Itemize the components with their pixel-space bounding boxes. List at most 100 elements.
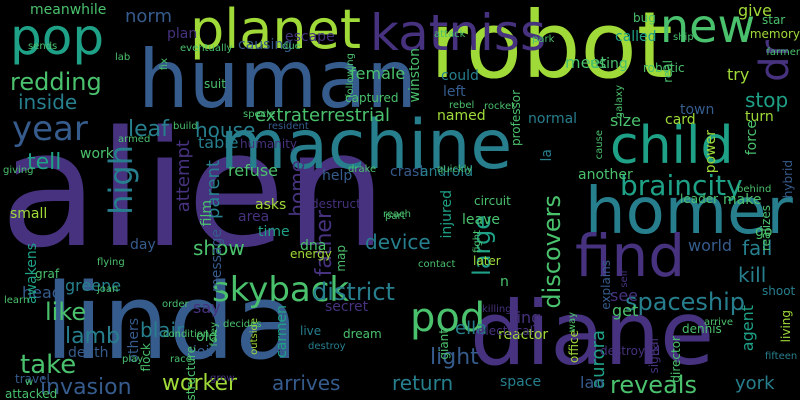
word-carmen: carmen — [274, 305, 290, 358]
word-show: show — [193, 236, 245, 260]
word-world: world — [688, 236, 733, 255]
word-force: force — [744, 120, 760, 156]
word-star: star — [762, 13, 786, 27]
word-say: say — [193, 298, 221, 317]
word-left: left — [443, 84, 466, 100]
word-part: part — [385, 211, 406, 222]
word-captured: captured — [345, 91, 399, 105]
word-try: try — [727, 65, 750, 84]
word-destroyed: destroyed — [600, 344, 661, 358]
word-escape: escape — [285, 29, 335, 45]
word-town: town — [680, 102, 715, 118]
word-behind: behind — [737, 184, 772, 195]
word-director: director — [669, 336, 683, 383]
word-robotic: robotic — [643, 61, 685, 75]
word-dna: dna — [300, 238, 327, 254]
word-structure: structure — [184, 345, 198, 400]
word-la: la — [539, 149, 555, 162]
word-pod: pod — [410, 295, 486, 341]
word-bug: bug — [633, 11, 656, 25]
word-find: find — [575, 222, 686, 290]
word-cause: cause — [594, 130, 605, 160]
word-return: return — [392, 371, 454, 395]
word-condition: condition — [163, 329, 210, 340]
word-named: named — [437, 108, 486, 124]
word-power: power — [703, 130, 719, 174]
word-katniss: katniss — [370, 4, 547, 62]
word-real: real — [661, 60, 675, 83]
word-light: light — [430, 345, 479, 370]
word-braincity: braincity — [620, 169, 743, 202]
word-agent: agent — [738, 305, 757, 352]
word-decides: decides — [223, 319, 262, 330]
word-sends: sends — [28, 41, 58, 52]
word-ring: ring — [510, 308, 542, 327]
word-normal: normal — [528, 111, 578, 127]
word-grow: grow — [210, 373, 235, 384]
word-n: n — [500, 274, 509, 290]
word-space: space — [500, 374, 542, 390]
word-turn: turn — [745, 109, 774, 125]
word-discovers: discovers — [538, 195, 566, 309]
word-diane: diane — [470, 282, 715, 385]
word-destroy: destroy — [308, 341, 346, 352]
word-eventually: eventually — [180, 43, 233, 54]
word-year: year — [12, 109, 88, 149]
word-living: living — [779, 310, 793, 343]
word-energy: energy — [290, 247, 332, 261]
word-w: w — [25, 377, 34, 388]
word-due: due — [282, 41, 301, 52]
word-home: home — [285, 160, 309, 217]
word-alien: alien — [0, 96, 387, 283]
word-refuse: refuse — [228, 161, 279, 180]
word-circuit: circuit — [474, 194, 511, 208]
word-live: live — [300, 324, 322, 338]
word-travel: travel — [15, 372, 50, 386]
word-york: york — [735, 373, 775, 394]
word-extraterrestrial: extraterrestrial — [255, 105, 391, 126]
word-ella: ella — [455, 318, 488, 339]
word-leader: leader — [680, 192, 719, 206]
word-ship: ship — [673, 32, 694, 43]
word-planet: planet — [190, 0, 361, 61]
word-self: self — [619, 270, 630, 288]
word-giant: giant — [437, 329, 451, 360]
word-attacked: attacked — [5, 387, 58, 400]
word-destruct: destruct — [311, 197, 361, 211]
word-fight: fight — [472, 230, 483, 253]
word-area: area — [238, 209, 270, 225]
word-graf: graf — [35, 267, 60, 281]
word-film: film — [199, 200, 215, 227]
word-time: time — [258, 224, 290, 240]
word-resident: resident — [268, 121, 309, 132]
word-build: build — [173, 121, 198, 132]
word-farmer: farmer — [766, 47, 800, 58]
word-order: order — [162, 299, 189, 310]
word-old: old — [196, 329, 218, 345]
word-fall: fall — [742, 236, 773, 260]
word-help: help — [322, 168, 353, 184]
word-get: get — [612, 301, 639, 320]
word-attack: attack — [434, 29, 466, 40]
word-secret: secret — [325, 299, 369, 315]
word-stop: stop — [745, 88, 789, 112]
word-blair: blair — [140, 318, 185, 342]
word-fifteen: fifteen — [765, 351, 798, 362]
word-killing: killing — [482, 304, 512, 315]
word-explains: explains — [599, 260, 613, 310]
word-attempt: attempt — [173, 140, 194, 213]
word-pop: pop — [10, 8, 105, 66]
word-female: female — [350, 64, 406, 83]
word-reveals: reveals — [610, 371, 697, 399]
word-death: death — [68, 345, 109, 361]
word-learn: learn — [4, 295, 30, 306]
word-card: card — [665, 112, 696, 128]
word-rocket: rocket — [484, 101, 516, 112]
word-machine: machine — [220, 106, 513, 185]
word-norm: norm — [125, 6, 173, 27]
word-skyback: skyback — [212, 270, 350, 310]
word-join: join — [193, 344, 219, 360]
word-shoot: shoot — [762, 284, 796, 298]
word-play: play — [122, 354, 144, 365]
